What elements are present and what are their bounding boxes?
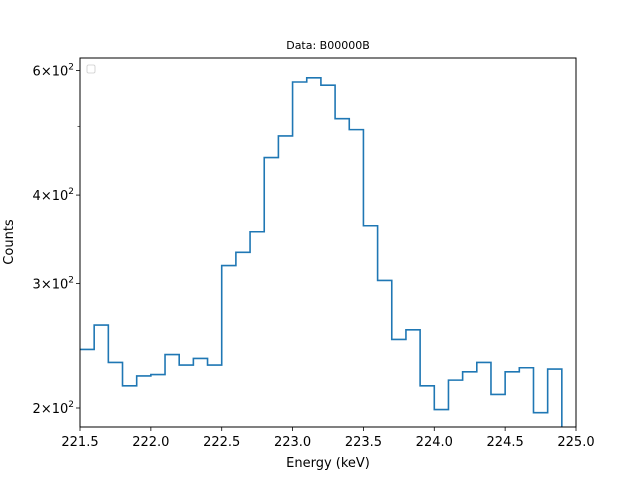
- y-tick-label: 3×102: [33, 275, 74, 292]
- plot-frame: [79, 57, 577, 428]
- x-tick-label: 222.5: [203, 435, 240, 450]
- series-line: [80, 76, 563, 427]
- y-tick-base: 10: [52, 402, 69, 417]
- y-tick-base: 10: [52, 189, 69, 204]
- y-tick-times: ×: [41, 65, 52, 80]
- y-tick-base: 10: [52, 65, 69, 80]
- x-axis: 221.5 222.0 222.5 223.0 223.5 224.0 224.5 225.0: [61, 427, 595, 450]
- y-tick-base: 10: [52, 277, 69, 292]
- y-axis-label: Counts: [2, 219, 17, 265]
- y-tick-times: ×: [41, 277, 52, 292]
- chart-title: Data: B00000B: [286, 39, 370, 52]
- x-tick-label: 222.0: [132, 435, 169, 450]
- x-tick-label: 225.0: [557, 435, 594, 450]
- y-tick-exponent: 2: [68, 275, 74, 285]
- legend-box: [86, 64, 96, 74]
- y-tick-exponent: 2: [68, 400, 74, 410]
- y-tick-label: 4×102: [33, 187, 74, 204]
- plot-area: [80, 76, 563, 427]
- y-tick-label: 2×102: [33, 400, 74, 417]
- x-tick-label: 224.5: [487, 435, 524, 450]
- y-tick-times: ×: [41, 402, 52, 417]
- x-tick-label: 221.5: [61, 435, 98, 450]
- y-tick-exponent: 2: [68, 63, 74, 73]
- x-axis-label: Energy (keV): [286, 456, 370, 471]
- y-tick-mantissa: 4: [33, 189, 41, 204]
- x-tick-label: 223.0: [274, 435, 311, 450]
- y-tick-times: ×: [41, 189, 52, 204]
- x-tick-label: 224.0: [416, 435, 453, 450]
- y-tick-mantissa: 6: [33, 65, 41, 80]
- y-tick-exponent: 2: [68, 187, 74, 197]
- y-tick-mantissa: 3: [33, 277, 41, 292]
- x-tick-label: 223.5: [345, 435, 382, 450]
- y-tick-mantissa: 2: [33, 402, 41, 417]
- y-tick-label: 6×102: [33, 63, 74, 80]
